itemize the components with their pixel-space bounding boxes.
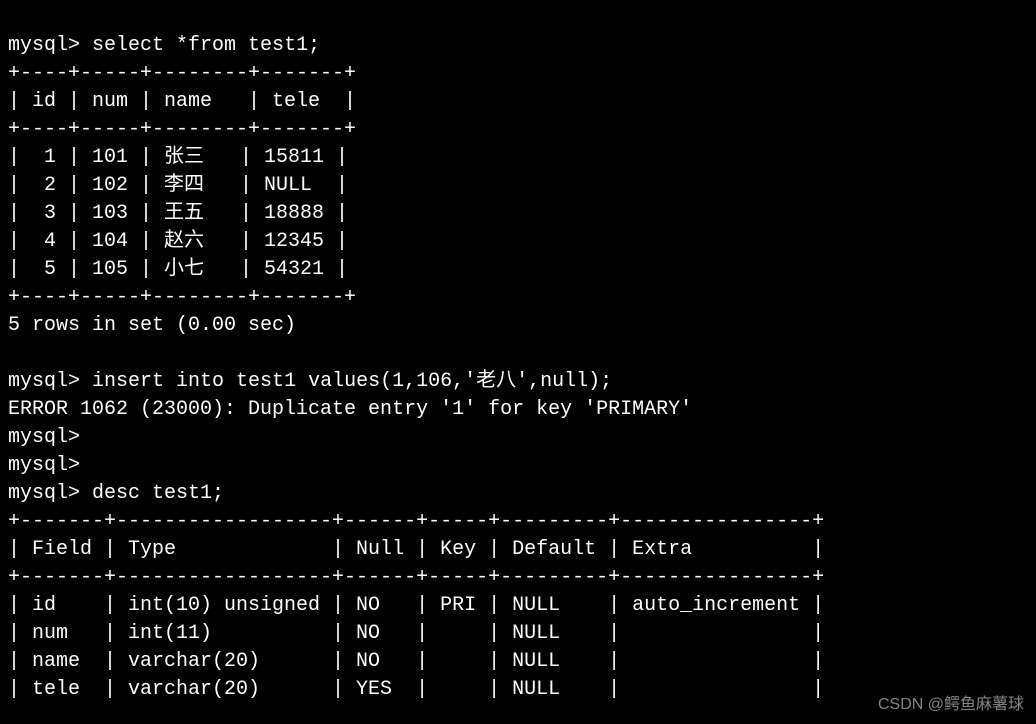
table1-row: | 2 | 102 | 李四 | NULL | xyxy=(8,174,348,197)
prompt: mysql> xyxy=(8,482,80,505)
table2-row: | id | int(10) unsigned | NO | PRI | NUL… xyxy=(8,594,824,617)
table2-border-top: +-------+------------------+------+-----… xyxy=(8,510,824,533)
terminal-output: mysql> select *from test1; +----+-----+-… xyxy=(0,0,1036,708)
table2-row: | tele | varchar(20) | YES | | NULL | | xyxy=(8,678,824,701)
error-message: ERROR 1062 (23000): Duplicate entry '1' … xyxy=(8,398,692,421)
table1-row: | 3 | 103 | 王五 | 18888 | xyxy=(8,202,348,225)
watermark-text: CSDN @鳄鱼麻薯球 xyxy=(878,694,1024,716)
prompt: mysql> xyxy=(8,34,80,57)
table1-border-mid: +----+-----+--------+-------+ xyxy=(8,118,356,141)
table2-border-mid: +-------+------------------+------+-----… xyxy=(8,566,824,589)
table1-border-top: +----+-----+--------+-------+ xyxy=(8,62,356,85)
table1-row: | 1 | 101 | 张三 | 15811 | xyxy=(8,146,348,169)
query-select: select *from test1; xyxy=(92,34,320,57)
result-message: 5 rows in set (0.00 sec) xyxy=(8,314,296,337)
table1-row: | 4 | 104 | 赵六 | 12345 | xyxy=(8,230,348,253)
empty-prompt: mysql> xyxy=(8,426,80,449)
table1-header: | id | num | name | tele | xyxy=(8,90,356,113)
query-insert: insert into test1 values(1,106,'老八',null… xyxy=(92,370,612,393)
table2-header: | Field | Type | Null | Key | Default | … xyxy=(8,538,824,561)
prompt: mysql> xyxy=(8,370,80,393)
table1-row: | 5 | 105 | 小七 | 54321 | xyxy=(8,258,348,281)
query-desc: desc test1; xyxy=(92,482,224,505)
table2-row: | name | varchar(20) | NO | | NULL | | xyxy=(8,650,824,673)
table2-row: | num | int(11) | NO | | NULL | | xyxy=(8,622,824,645)
table1-border-bot: +----+-----+--------+-------+ xyxy=(8,286,356,309)
empty-prompt: mysql> xyxy=(8,454,80,477)
